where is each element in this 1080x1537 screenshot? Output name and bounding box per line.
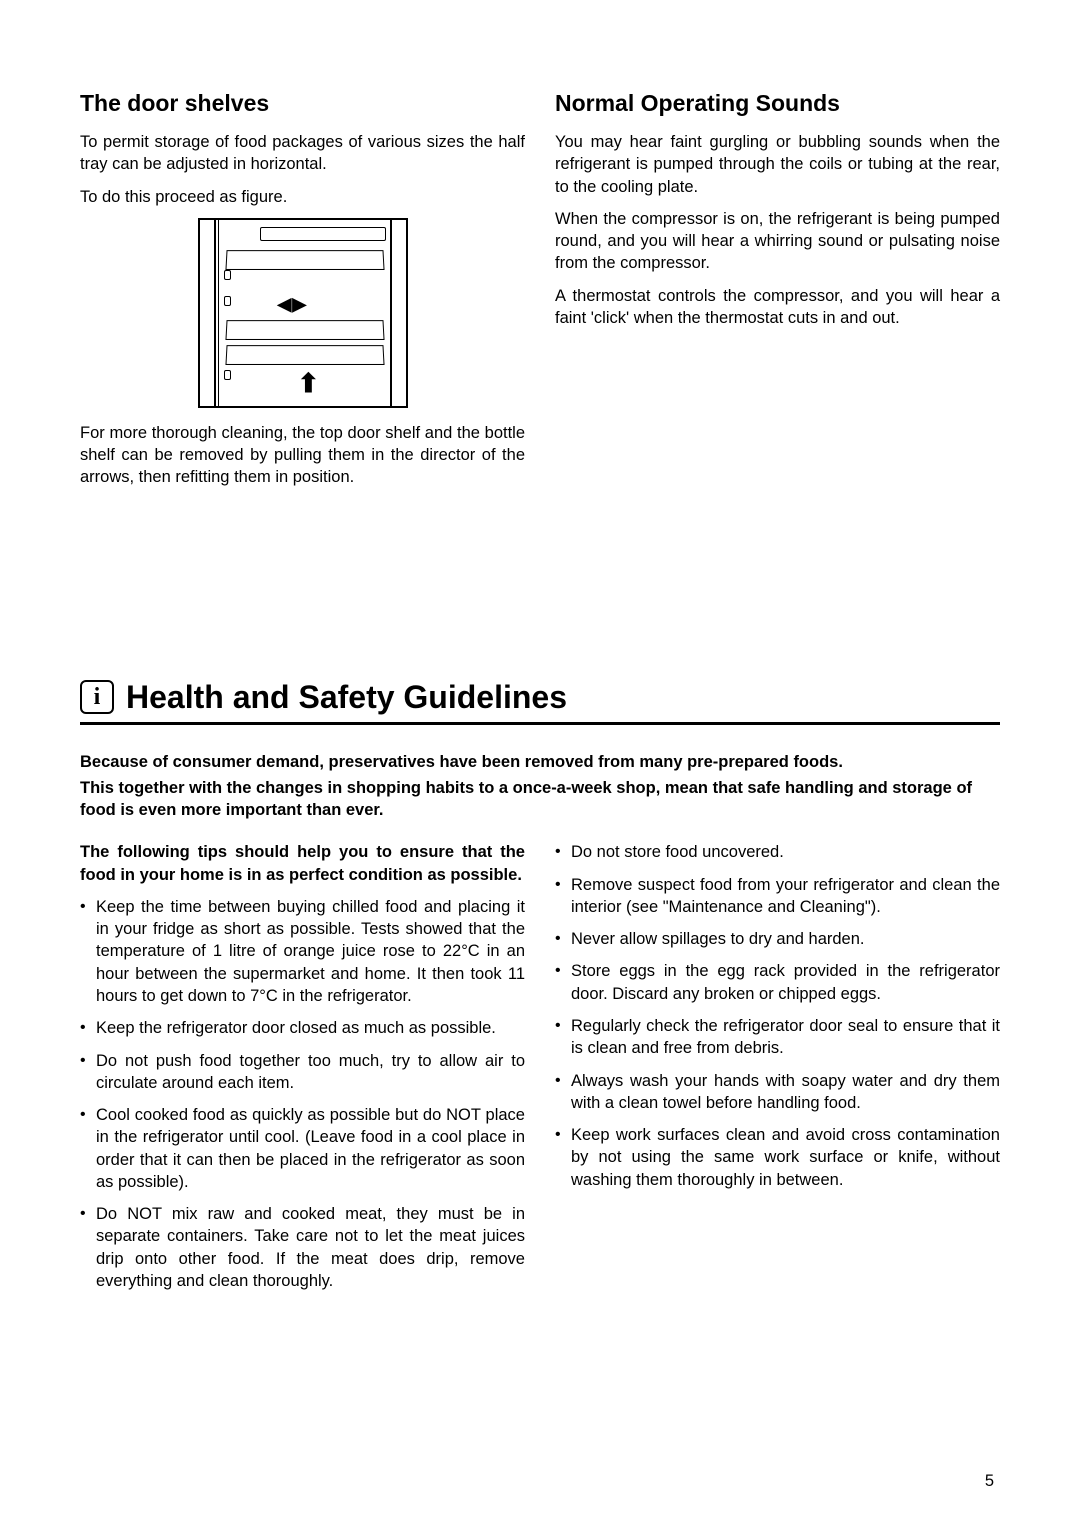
page-number: 5 (985, 1472, 994, 1491)
list-item: Store eggs in the egg rack provided in t… (555, 960, 1000, 1005)
list-item: Keep the refrigerator door closed as muc… (80, 1017, 525, 1039)
list-item: Keep the time between buying chilled foo… (80, 896, 525, 1007)
horizontal-arrows-icon: ◀ ▶ (278, 294, 305, 315)
door-shelves-p1: To permit storage of food packages of va… (80, 131, 525, 176)
door-shelves-p2: To do this proceed as figure. (80, 186, 525, 208)
list-item: Do NOT mix raw and cooked meat, they mus… (80, 1203, 525, 1292)
door-shelf-illustration: ◀ ▶ ⬆ (198, 218, 408, 408)
list-item: Do not push food together too much, try … (80, 1050, 525, 1095)
health-safety-intro1: Because of consumer demand, preservative… (80, 751, 1000, 773)
up-arrow-icon: ⬆ (298, 368, 320, 399)
health-safety-header: i Health and Safety Guidelines (80, 679, 1000, 725)
normal-sounds-heading: Normal Operating Sounds (555, 90, 1000, 117)
tips-lead: The following tips should help you to en… (80, 841, 525, 886)
tips-list-left: Keep the time between buying chilled foo… (80, 896, 525, 1292)
vertical-spacer (80, 499, 1000, 679)
bottom-columns: The following tips should help you to en… (80, 841, 1000, 1302)
right-column-bottom: Do not store food uncovered. Remove susp… (555, 841, 1000, 1302)
health-safety-title: Health and Safety Guidelines (126, 679, 567, 716)
list-item: Keep work surfaces clean and avoid cross… (555, 1124, 1000, 1191)
info-icon: i (80, 680, 114, 714)
left-column-top: The door shelves To permit storage of fo… (80, 90, 525, 499)
tips-list-right: Do not store food uncovered. Remove susp… (555, 841, 1000, 1190)
list-item: Regularly check the refrigerator door se… (555, 1015, 1000, 1060)
list-item: Never allow spillages to dry and harden. (555, 928, 1000, 950)
health-safety-intro2: This together with the changes in shoppi… (80, 777, 1000, 822)
top-columns: The door shelves To permit storage of fo… (80, 90, 1000, 499)
normal-sounds-p1: You may hear faint gurgling or bubbling … (555, 131, 1000, 198)
list-item: Always wash your hands with soapy water … (555, 1070, 1000, 1115)
left-column-bottom: The following tips should help you to en… (80, 841, 525, 1302)
list-item: Cool cooked food as quickly as possible … (80, 1104, 525, 1193)
door-shelves-p3: For more thorough cleaning, the top door… (80, 422, 525, 489)
right-column-top: Normal Operating Sounds You may hear fai… (555, 90, 1000, 499)
normal-sounds-p3: A thermostat controls the compressor, an… (555, 285, 1000, 330)
door-shelves-heading: The door shelves (80, 90, 525, 117)
list-item: Do not store food uncovered. (555, 841, 1000, 863)
normal-sounds-p2: When the compressor is on, the refrigera… (555, 208, 1000, 275)
list-item: Remove suspect food from your refrigerat… (555, 874, 1000, 919)
